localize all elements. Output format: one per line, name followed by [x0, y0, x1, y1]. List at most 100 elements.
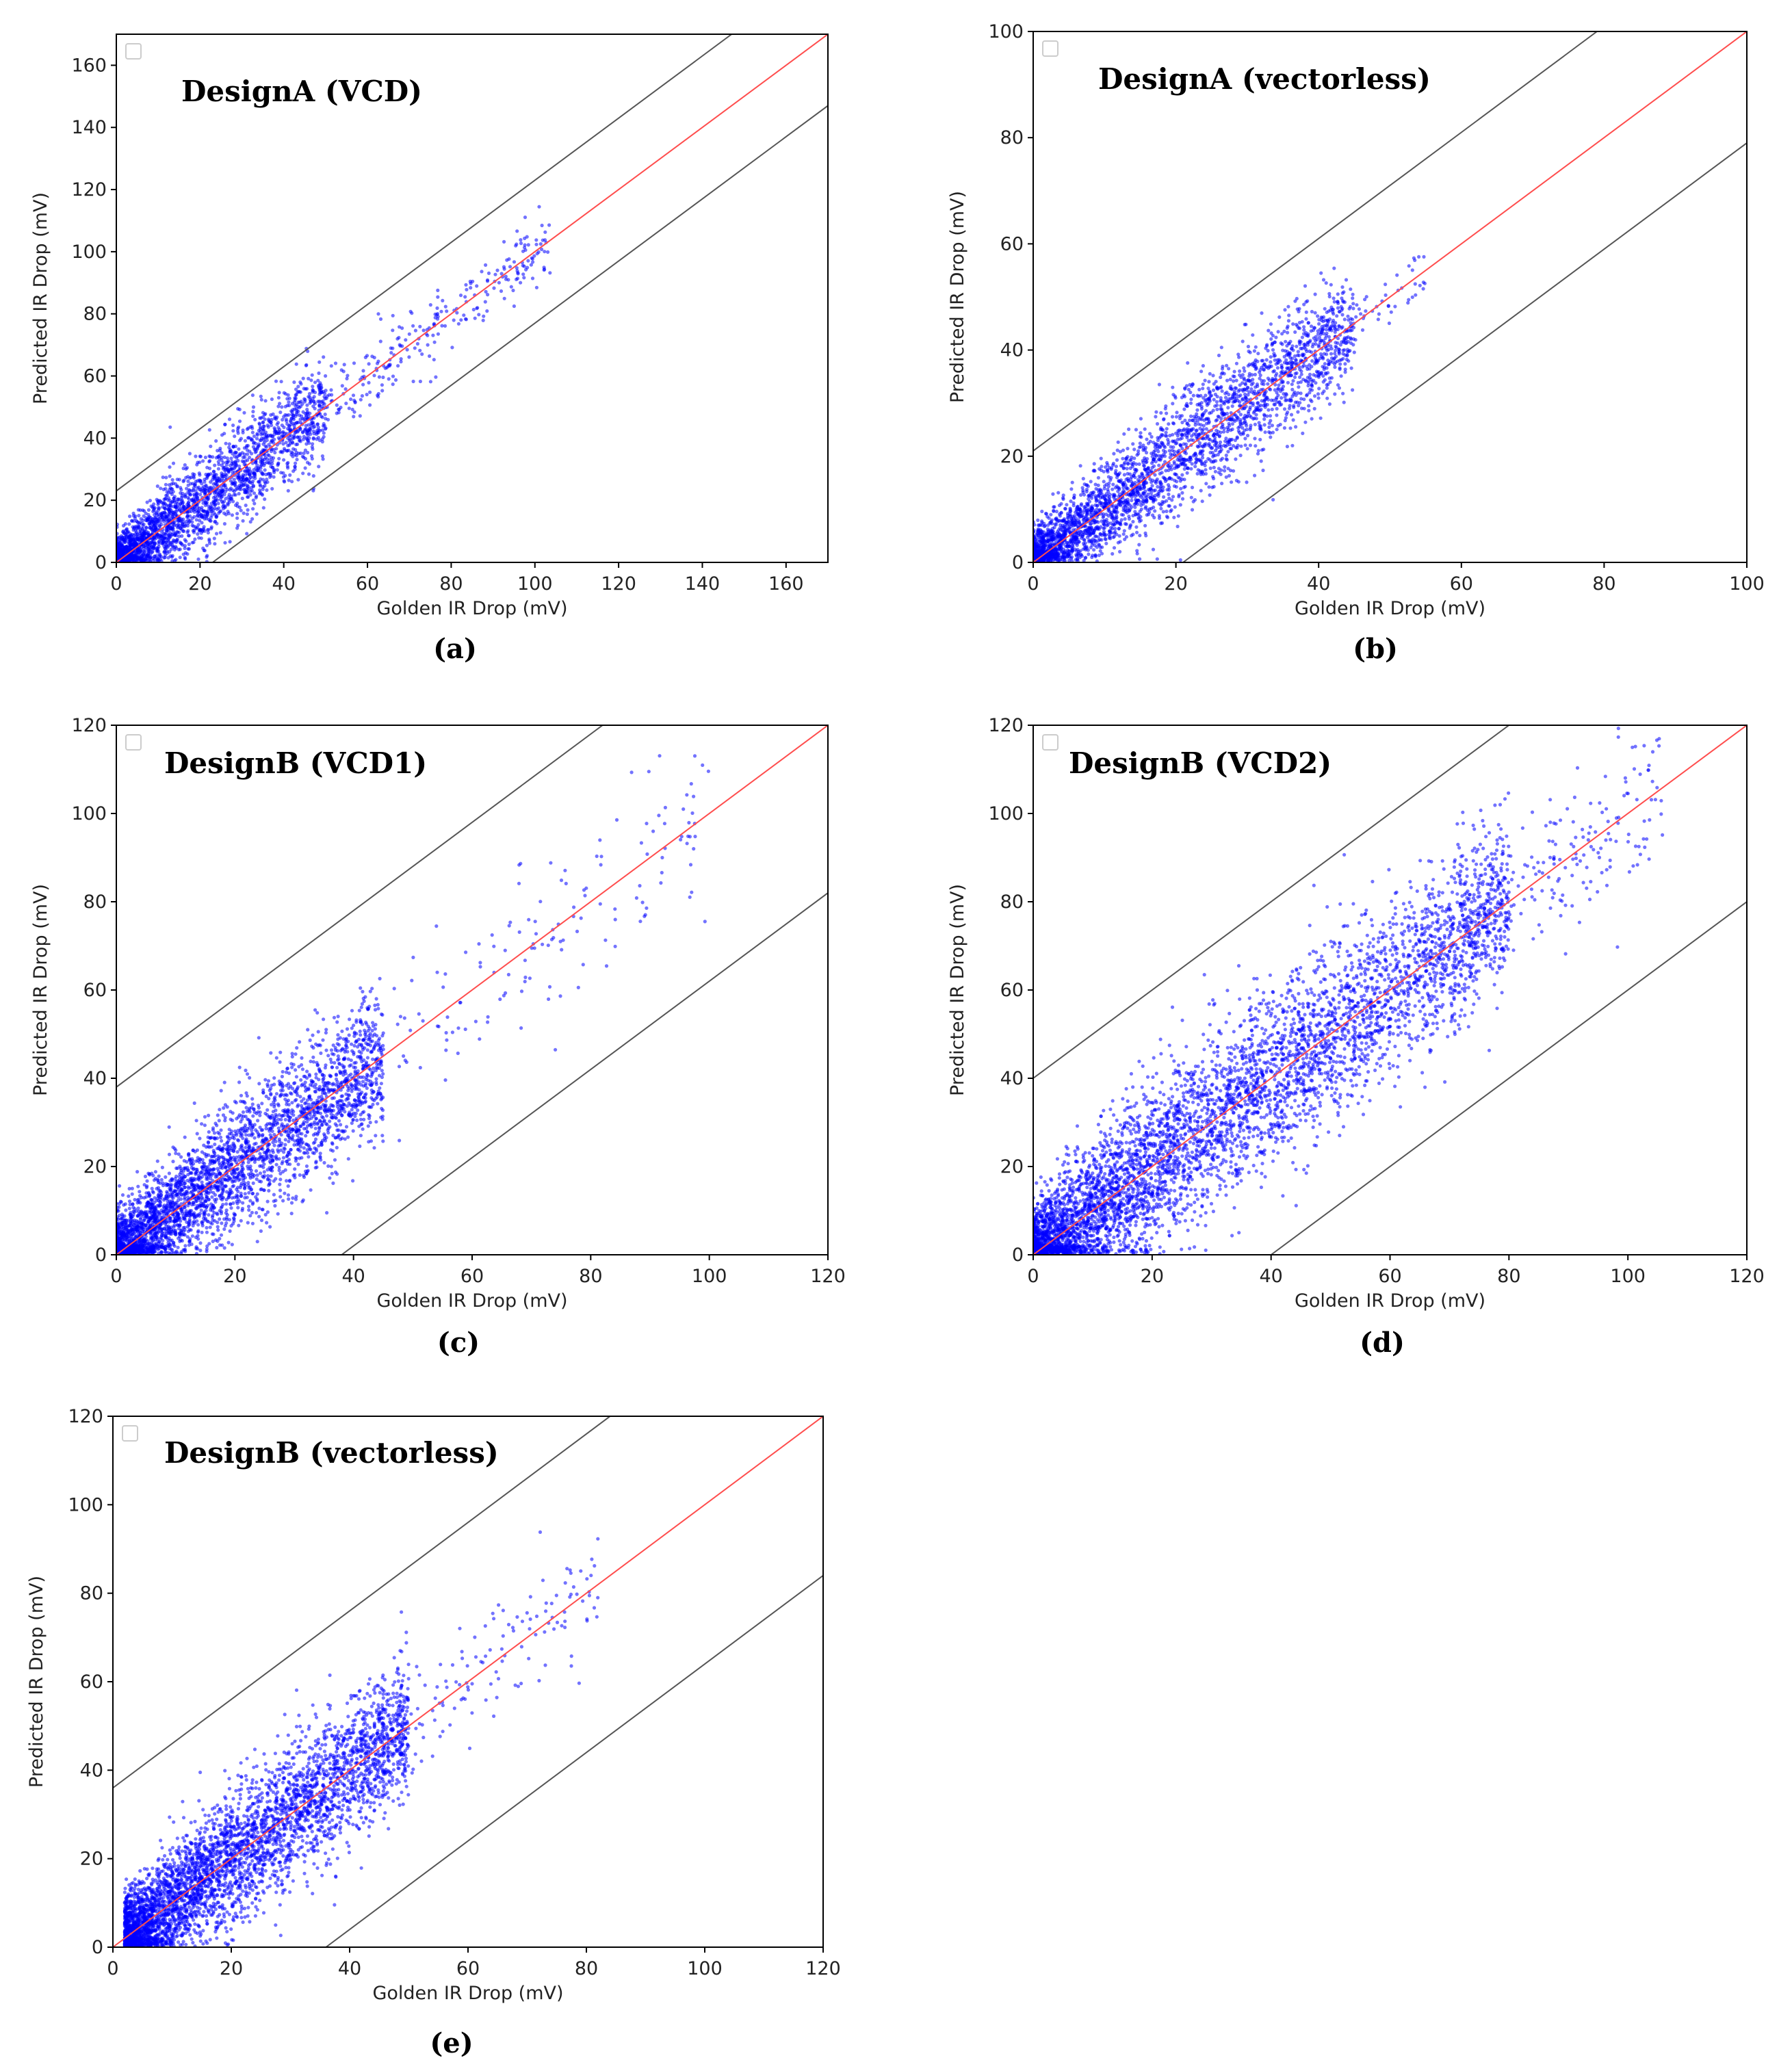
scatter-point	[333, 361, 338, 365]
scatter-point	[180, 498, 184, 502]
scatter-point	[199, 531, 203, 535]
scatter-point	[205, 509, 209, 514]
scatter-point	[178, 507, 182, 512]
scatter-point	[162, 540, 166, 545]
scatter-point	[282, 447, 287, 451]
scatter-point	[396, 364, 400, 368]
scatter-point	[188, 519, 192, 523]
scatter-point	[1225, 363, 1229, 368]
scatter-point	[1295, 344, 1299, 348]
scatter-point	[1195, 412, 1199, 416]
scatter-point	[265, 480, 270, 484]
scatter-point	[1170, 498, 1174, 502]
scatter-point	[1113, 486, 1117, 490]
scatter-point	[320, 437, 324, 441]
scatter-point	[227, 442, 231, 446]
scatter-point	[246, 436, 250, 440]
scatter-point	[1310, 344, 1314, 349]
scatter-point	[1098, 545, 1102, 549]
scatter-point	[1227, 367, 1231, 371]
scatter-point	[1340, 285, 1345, 289]
scatter-point	[476, 306, 480, 310]
scatter-point	[194, 495, 198, 499]
x-tick-label: 100	[517, 573, 553, 595]
scatter-point	[142, 544, 146, 548]
scatter-point	[292, 380, 296, 385]
x-tick-label: 140	[685, 573, 720, 595]
scatter-point	[148, 525, 152, 530]
scatter-point	[521, 272, 525, 276]
scatter-point	[255, 512, 259, 516]
scatter-point	[1283, 419, 1287, 423]
scatter-point	[1216, 452, 1220, 457]
scatter-point	[1243, 437, 1247, 441]
scatter-point	[140, 553, 144, 558]
scatter-point	[186, 547, 190, 551]
scatter-point	[1127, 427, 1131, 432]
scatter-point	[225, 456, 229, 460]
scatter-point	[227, 417, 232, 421]
scatter-point	[1277, 400, 1282, 404]
scatter-point	[186, 475, 190, 479]
scatter-point	[252, 434, 257, 439]
scatter-point	[216, 502, 220, 506]
scatter-point	[531, 260, 535, 264]
scatter-point	[268, 461, 272, 465]
scatter-point	[1186, 361, 1190, 365]
scatter-point	[293, 465, 297, 469]
scatter-point	[301, 410, 305, 414]
scatter-point	[175, 502, 179, 506]
scatter-point	[160, 515, 164, 519]
scatter-point	[519, 281, 523, 285]
scatter-point	[1160, 489, 1164, 493]
scatter-point	[205, 517, 209, 521]
scatter-point	[303, 466, 307, 470]
scatter-point	[248, 469, 252, 473]
scatter-point	[131, 537, 135, 542]
scatter-point	[155, 484, 159, 489]
scatter-point	[1299, 391, 1303, 395]
scatter-point	[221, 504, 225, 509]
scatter-point	[218, 531, 222, 535]
scatter-point	[287, 478, 291, 482]
scatter-point	[146, 508, 151, 512]
scatter-point	[1068, 514, 1072, 518]
scatter-point	[436, 332, 441, 336]
scatter-point	[290, 480, 294, 484]
scatter-point	[140, 527, 144, 532]
scatter-point	[162, 502, 166, 506]
scatter-point	[464, 283, 468, 287]
scatter-point	[1126, 462, 1130, 466]
scatter-point	[497, 281, 502, 285]
scatter-point	[164, 543, 168, 547]
scatter-point	[157, 542, 161, 546]
scatter-point	[1204, 421, 1209, 426]
scatter-point	[1316, 392, 1321, 396]
scatter-point	[320, 415, 324, 419]
scatter-point	[220, 476, 224, 480]
scatter-point	[499, 272, 504, 276]
scatter-point	[191, 529, 195, 533]
scatter-point	[269, 420, 273, 425]
scatter-point	[1237, 355, 1241, 359]
scatter-point	[1297, 385, 1301, 389]
scatter-point	[1290, 443, 1295, 447]
scatter-point	[224, 441, 228, 445]
scatter-point	[477, 313, 481, 317]
scatter-point	[272, 470, 276, 475]
scatter-point	[241, 476, 245, 480]
scatter-point	[1134, 525, 1139, 529]
scatter-point	[190, 523, 194, 527]
scatter-point	[1232, 374, 1236, 379]
scatter-point	[335, 411, 339, 415]
scatter-point	[265, 478, 269, 482]
scatter-point	[515, 277, 519, 281]
scatter-point	[1310, 417, 1314, 421]
scatter-point	[209, 486, 213, 491]
scatter-point	[320, 404, 324, 408]
scatter-point	[1171, 385, 1175, 389]
lower-bound-line	[212, 105, 828, 562]
scatter-point	[1269, 322, 1273, 326]
scatter-point	[298, 451, 303, 456]
scatter-point	[1256, 452, 1260, 456]
